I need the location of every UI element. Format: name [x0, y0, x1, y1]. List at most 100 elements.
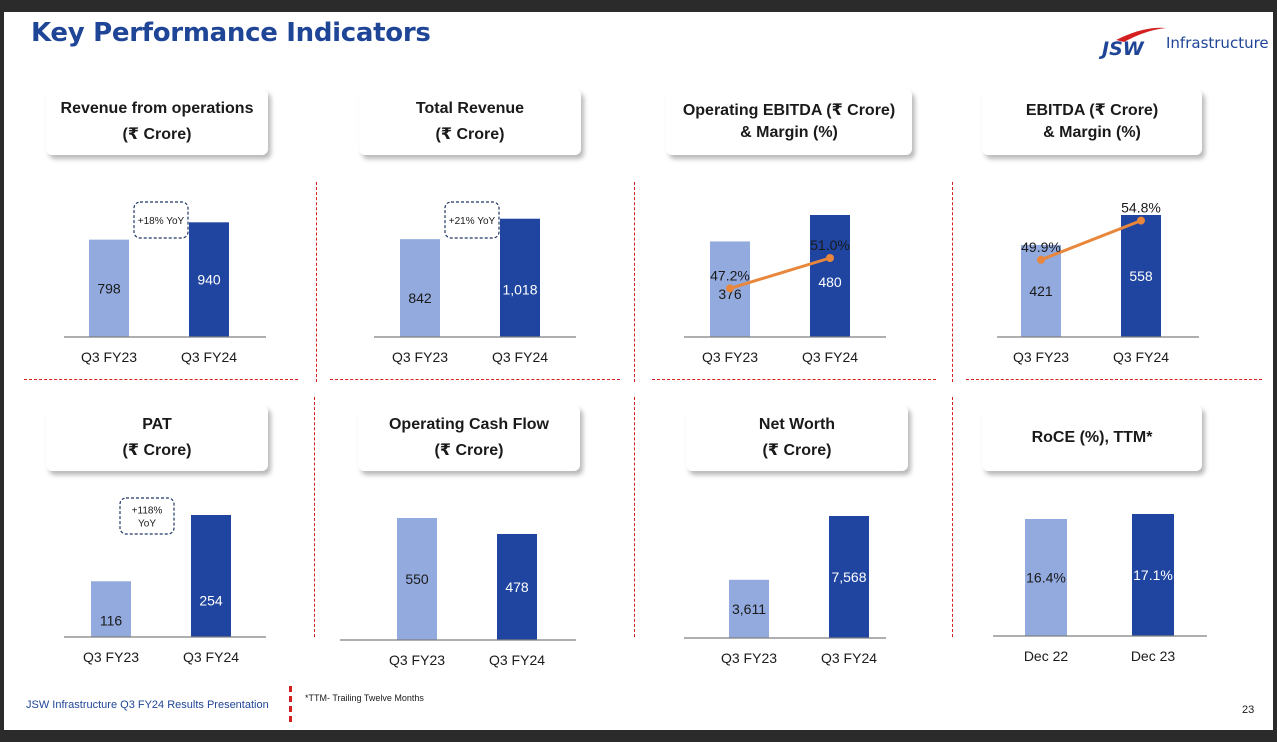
chart-bar	[497, 533, 537, 640]
category-label: Q3 FY23	[81, 349, 137, 365]
category-label: Q3 FY24	[183, 649, 239, 665]
chart-bar	[91, 581, 131, 637]
divider-horizontal	[966, 379, 1262, 380]
chart-bar	[89, 239, 129, 337]
margin-label: 51.0%	[810, 237, 850, 253]
divider-horizontal	[24, 379, 298, 380]
chart-bar	[400, 239, 440, 337]
margin-label: 47.2%	[710, 267, 750, 283]
roce-chart: 16.4% Dec 22 17.1% Dec 23	[993, 514, 1207, 664]
kpi-label: Net Worth (₹ Crore)	[686, 405, 908, 471]
jsw-logo-icon: JSW	[1098, 27, 1166, 60]
kpi-label-line1: Operating Cash Flow	[388, 416, 549, 433]
kpi-label: RoCE (%), TTM*	[982, 405, 1202, 471]
divider-vertical	[952, 182, 953, 382]
footer-presentation-title: JSW Infrastructure Q3 FY24 Results Prese…	[26, 699, 269, 711]
category-label: Dec 22	[1024, 648, 1069, 664]
divider-vertical	[634, 397, 635, 637]
divider-vertical	[952, 397, 953, 637]
kpi-label-line2: & Margin (%)	[1043, 124, 1141, 141]
bar-value-label: 478	[505, 579, 529, 595]
category-label: Q3 FY23	[83, 649, 139, 665]
kpi-label-line1: Revenue from operations	[60, 100, 254, 117]
bar-value-label: 558	[1129, 268, 1153, 284]
page-number: 23	[1242, 704, 1255, 716]
divider-vertical	[316, 182, 317, 382]
yoy-badge-text: +21% YoY	[449, 216, 496, 227]
chart-bar	[191, 515, 231, 637]
divider-vertical	[314, 397, 315, 637]
kpi-label: Total Revenue (₹ Crore)	[359, 89, 581, 155]
margin-label: 54.8%	[1121, 200, 1161, 216]
margin-point	[1037, 255, 1045, 264]
bar-value-label: 7,568	[831, 569, 866, 585]
yoy-badge-text: +18% YoY	[138, 216, 185, 227]
bar-value-label: 16.4%	[1026, 569, 1066, 585]
chart-bar	[1132, 514, 1174, 636]
kpi-label-line2: (₹ Crore)	[122, 126, 192, 143]
total-revenue-chart: 842 Q3 FY23 1,018 Q3 FY24 +21% YoY	[374, 201, 576, 365]
bar-value-label: 1,018	[502, 282, 537, 298]
kpi-label-line2: & Margin (%)	[740, 124, 838, 141]
category-label: Dec 23	[1131, 648, 1176, 664]
category-label: Q3 FY24	[821, 650, 877, 666]
divider-horizontal	[330, 379, 620, 380]
kpi-label: Operating Cash Flow (₹ Crore)	[358, 405, 580, 471]
kpi-label: Revenue from operations (₹ Crore)	[46, 89, 268, 155]
yoy-badge-text: YoY	[138, 519, 156, 530]
kpi-label-line2: (₹ Crore)	[122, 442, 192, 459]
bar-value-label: 116	[100, 612, 123, 628]
kpi-label: PAT (₹ Crore)	[46, 405, 268, 471]
operating-cash-flow-chart: 550 Q3 FY23 478 Q3 FY24	[340, 518, 576, 668]
kpi-label-line2: (₹ Crore)	[434, 442, 504, 459]
pat-chart: 116 Q3 FY23 254 Q3 FY24 +118% YoY	[64, 497, 266, 665]
bar-value-label: 421	[1029, 283, 1053, 299]
kpi-label-line1: EBITDA (₹ Crore)	[1025, 102, 1159, 119]
bar-value-label: 17.1%	[1133, 567, 1173, 583]
logo-text: JSW	[1098, 38, 1145, 60]
margin-point	[1137, 216, 1145, 225]
ebitda-chart: 421 Q3 FY23 558 Q3 FY24 49.9% 54.8%	[997, 200, 1199, 365]
net-worth-chart: 3,611 Q3 FY23 7,568 Q3 FY24	[684, 516, 886, 666]
kpi-label-line1: Total Revenue	[415, 100, 525, 117]
category-label: Q3 FY23	[392, 349, 448, 365]
kpi-label-line2: (₹ Crore)	[762, 442, 832, 459]
bar-value-label: 376	[718, 286, 742, 302]
kpi-label-line1: PAT	[142, 416, 172, 433]
bar-value-label: 480	[818, 274, 842, 290]
chart-bar	[829, 516, 869, 638]
bar-value-label: 550	[405, 571, 429, 587]
chart-bar	[1025, 518, 1067, 636]
footer-divider	[289, 686, 292, 722]
category-label: Q3 FY23	[702, 349, 758, 365]
chart-bar	[189, 222, 229, 337]
kpi-label-line1: Operating EBITDA (₹ Crore)	[682, 102, 896, 119]
kpi-label-line1: Net Worth	[758, 416, 836, 433]
kpi-label: EBITDA (₹ Crore) & Margin (%)	[982, 89, 1202, 155]
divider-vertical	[634, 182, 635, 382]
logo-word: Infrastructure	[1166, 34, 1269, 52]
category-label: Q3 FY24	[181, 349, 237, 365]
bar-value-label: 3,611	[732, 601, 766, 617]
chart-bar	[810, 215, 850, 337]
category-label: Q3 FY24	[492, 349, 548, 365]
margin-point	[826, 254, 834, 262]
chart-bar	[729, 579, 769, 638]
category-label: Q3 FY23	[1013, 349, 1069, 365]
margin-line	[729, 256, 831, 290]
margin-point	[726, 284, 734, 293]
footnote: *TTM- Trailing Twelve Months	[305, 693, 424, 703]
category-label: Q3 FY24	[1113, 349, 1169, 365]
operating-ebitda-chart: 376 Q3 FY23 480 Q3 FY24 47.2% 51.0%	[684, 215, 886, 365]
chart-bar	[500, 218, 540, 337]
category-label: Q3 FY23	[389, 652, 445, 668]
bar-value-label: 254	[199, 592, 223, 608]
margin-label: 49.9%	[1021, 239, 1061, 255]
yoy-badge	[133, 201, 189, 239]
kpi-label: Operating EBITDA (₹ Crore) & Margin (%)	[666, 89, 912, 155]
yoy-badge	[119, 497, 175, 535]
margin-line	[1040, 219, 1142, 262]
yoy-badge-text: +118%	[132, 506, 163, 517]
category-label: Q3 FY24	[802, 349, 858, 365]
bar-value-label: 842	[408, 290, 432, 306]
